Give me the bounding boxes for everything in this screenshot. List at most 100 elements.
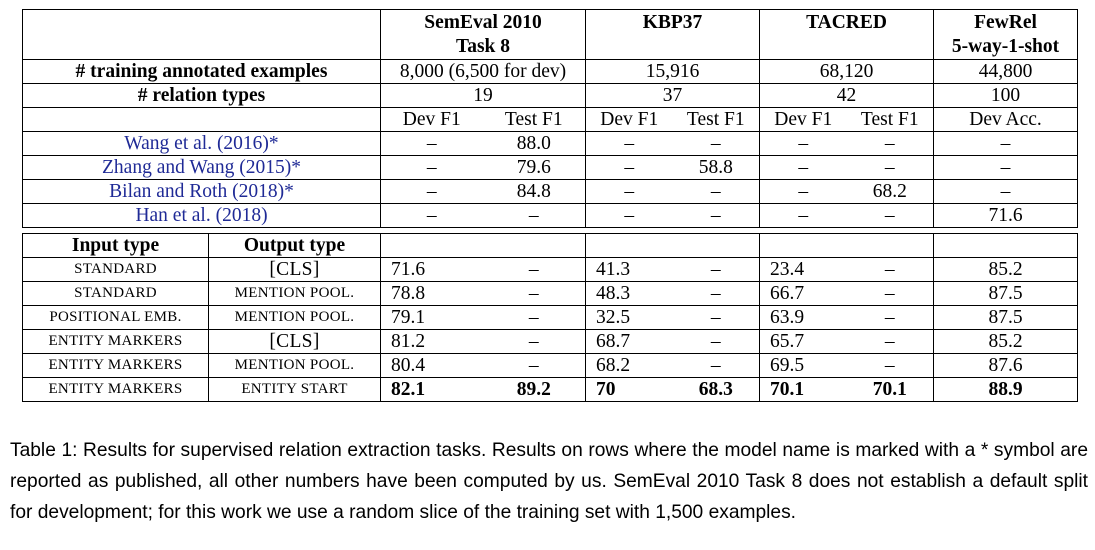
table-cell: 80.4: [380, 353, 483, 378]
table-cell: 32.5: [585, 305, 673, 330]
table-cell: 88.0: [482, 131, 587, 156]
table-cell: –: [672, 257, 761, 282]
table-cell: 84.8: [482, 179, 587, 204]
table-cell: –: [585, 179, 673, 204]
table-cell: –: [380, 179, 483, 204]
table-cell: –: [380, 131, 483, 156]
table-cell: –: [933, 155, 1079, 180]
table-cell: 48.3: [585, 281, 673, 306]
table-cell: 41.3: [585, 257, 673, 282]
dataset-tacred-header: TACRED: [759, 9, 935, 60]
table-cell: 70: [585, 377, 673, 402]
metric-header: Test F1: [846, 107, 935, 132]
table-cell: 79.6: [482, 155, 587, 180]
input-type-cell: POSITIONAL EMB.: [22, 305, 209, 330]
table-cell: –: [846, 155, 935, 180]
table-cell: –: [672, 329, 761, 354]
table-cell: 89.2: [482, 377, 587, 402]
table-cell: –: [482, 281, 587, 306]
table-cell: 82.1: [380, 377, 483, 402]
dataset-fewrel-header: FewRel 5-way-1-shot: [933, 9, 1079, 60]
table-cell: 71.6: [933, 203, 1079, 228]
training-examples-row: # training annotated examples 8,000 (6,5…: [22, 59, 1079, 84]
table-cell: 71.6: [380, 257, 483, 282]
table-cell: –: [585, 155, 673, 180]
input-type-cell: STANDARD: [22, 257, 209, 282]
table-cell: 68.3: [672, 377, 761, 402]
table-row: Han et al. (2018) – – – – – – 71.6: [22, 203, 1079, 228]
table-cell: –: [672, 353, 761, 378]
table-cell: –: [672, 203, 761, 228]
metric-header-row: Dev F1 Test F1 Dev F1 Test F1 Dev F1 Tes…: [22, 107, 1079, 132]
table-cell: –: [846, 329, 935, 354]
table-cell: 68.2: [585, 353, 673, 378]
dataset-header-row: SemEval 2010 Task 8 KBP37 TACRED FewRel 5-…: [22, 9, 1079, 60]
table-cell: 88.9: [933, 377, 1079, 402]
relation-value: 37: [585, 83, 761, 108]
output-type-cell: ENTITY START: [208, 377, 381, 402]
dataset-kbp37-header: KBP37: [585, 9, 761, 60]
metric-header: Dev Acc.: [933, 107, 1079, 132]
training-value: 68,120: [759, 59, 935, 84]
table-cell: 69.5: [759, 353, 847, 378]
table-cell: –: [759, 131, 847, 156]
input-type-cell: ENTITY MARKERS: [22, 377, 209, 402]
relation-value: 42: [759, 83, 935, 108]
table-cell: –: [380, 203, 483, 228]
table-cell: 87.6: [933, 353, 1079, 378]
table-row: POSITIONAL EMB. MENTION POOL. 79.1 – 32.…: [22, 305, 1079, 330]
table-cell: –: [846, 203, 935, 228]
table-cell: 63.9: [759, 305, 847, 330]
table-cell: 58.8: [672, 155, 761, 180]
table-cell: 87.5: [933, 305, 1079, 330]
table-cell: –: [482, 329, 587, 354]
table-cell: –: [482, 257, 587, 282]
table-cell: –: [933, 179, 1079, 204]
table-cell: –: [759, 179, 847, 204]
table-caption: Table 1: Results for supervised relation…: [10, 440, 1088, 523]
table-cell: –: [846, 131, 935, 156]
table-cell: –: [672, 179, 761, 204]
table-row: STANDARD [CLS] 71.6 – 41.3 – 23.4 – 85.2: [22, 257, 1079, 282]
model-citation: Bilan and Roth (2018)*: [22, 179, 381, 204]
input-type-header: Input type: [22, 233, 209, 258]
table-cell: –: [759, 203, 847, 228]
training-value: 15,916: [585, 59, 761, 84]
table-row: Bilan and Roth (2018)* – 84.8 – – – 68.2…: [22, 179, 1079, 204]
relation-value: 19: [379, 83, 587, 108]
input-type-cell: ENTITY MARKERS: [22, 353, 209, 378]
metric-header: Test F1: [482, 107, 587, 132]
table-cell: 87.5: [933, 281, 1079, 306]
table-cell: 68.2: [846, 179, 935, 204]
table-row: ENTITY MARKERS MENTION POOL. 80.4 – 68.2…: [22, 353, 1079, 378]
metric-header: Dev F1: [759, 107, 847, 132]
table-cell: 66.7: [759, 281, 847, 306]
table-row: ENTITY MARKERS ENTITY START 82.1 89.2 70…: [22, 377, 1079, 402]
relation-types-label: # relation types: [22, 83, 381, 108]
table-cell: –: [482, 305, 587, 330]
ours-header-row: Input type Output type: [22, 233, 1079, 258]
output-type-cell: MENTION POOL.: [208, 281, 381, 306]
table-cell: –: [585, 131, 673, 156]
output-type-cell: [CLS]: [208, 257, 381, 282]
table-cell: –: [672, 281, 761, 306]
table-cell: 85.2: [933, 329, 1079, 354]
relation-value: 100: [933, 83, 1079, 108]
table-cell: –: [482, 353, 587, 378]
table-cell: –: [672, 131, 761, 156]
training-examples-label: # training annotated examples: [22, 59, 381, 84]
metric-header: Dev F1: [585, 107, 673, 132]
table-cell: 68.7: [585, 329, 673, 354]
output-type-cell: MENTION POOL.: [208, 353, 381, 378]
output-type-cell: [CLS]: [208, 329, 381, 354]
dataset-semeval-header: SemEval 2010 Task 8: [379, 9, 587, 60]
results-table-container: SemEval 2010 Task 8 KBP37 TACRED FewRel 5-…: [22, 9, 1079, 402]
table-cell: –: [672, 305, 761, 330]
output-type-header: Output type: [208, 233, 381, 258]
output-type-cell: MENTION POOL.: [208, 305, 381, 330]
table-cell: 65.7: [759, 329, 847, 354]
input-type-cell: ENTITY MARKERS: [22, 329, 209, 354]
table-cell: 78.8: [380, 281, 483, 306]
table-cell: –: [482, 203, 587, 228]
model-citation: Han et al. (2018): [22, 203, 381, 228]
